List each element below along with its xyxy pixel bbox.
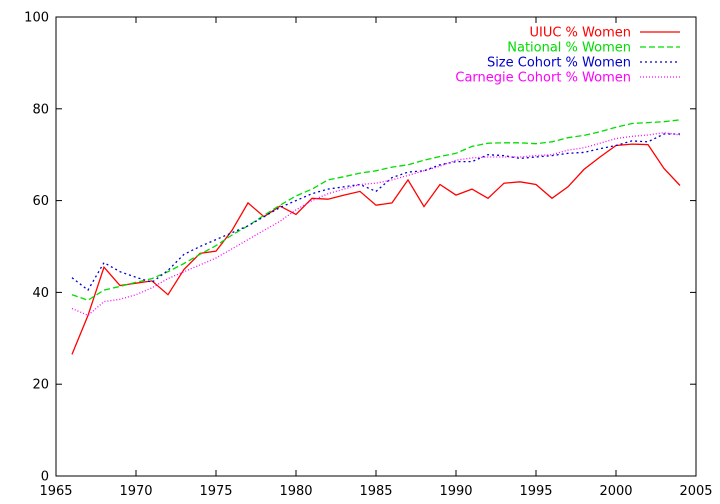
x-tick-label: 1965 (39, 484, 72, 499)
series-line (71, 143, 681, 355)
y-tick-label: 20 (32, 378, 49, 393)
plot-frame (55, 16, 697, 477)
x-tick-label: 1985 (359, 484, 392, 499)
x-tick-label: 1970 (119, 484, 152, 499)
series-line (71, 132, 681, 317)
y-tick-label: 100 (24, 11, 49, 26)
legend-label: Carnegie Cohort % Women (455, 71, 631, 86)
y-tick-label: 0 (41, 470, 49, 485)
y-tick-label: 60 (32, 194, 49, 209)
axis-ticks: 1965 1970 1975 1980 1985 1990 1995 2000 2005 0 20 4… (24, 11, 712, 500)
series-line (71, 133, 680, 292)
y-tick-label: 80 (32, 102, 49, 117)
legend-label: National % Women (507, 41, 631, 56)
series-layer (71, 119, 681, 355)
x-tick-label: 2000 (599, 484, 632, 499)
series-line (71, 119, 681, 301)
x-tick-label: 2005 (679, 484, 712, 499)
y-tick-label: 40 (32, 286, 49, 301)
legend-label: Size Cohort % Women (487, 56, 631, 71)
x-tick-label: 1980 (279, 484, 312, 499)
x-tick-label: 1975 (199, 484, 232, 499)
x-tick-label: 1995 (519, 484, 552, 499)
legend-label: UIUC % Women (529, 26, 631, 41)
x-tick-label: 1990 (439, 484, 472, 499)
